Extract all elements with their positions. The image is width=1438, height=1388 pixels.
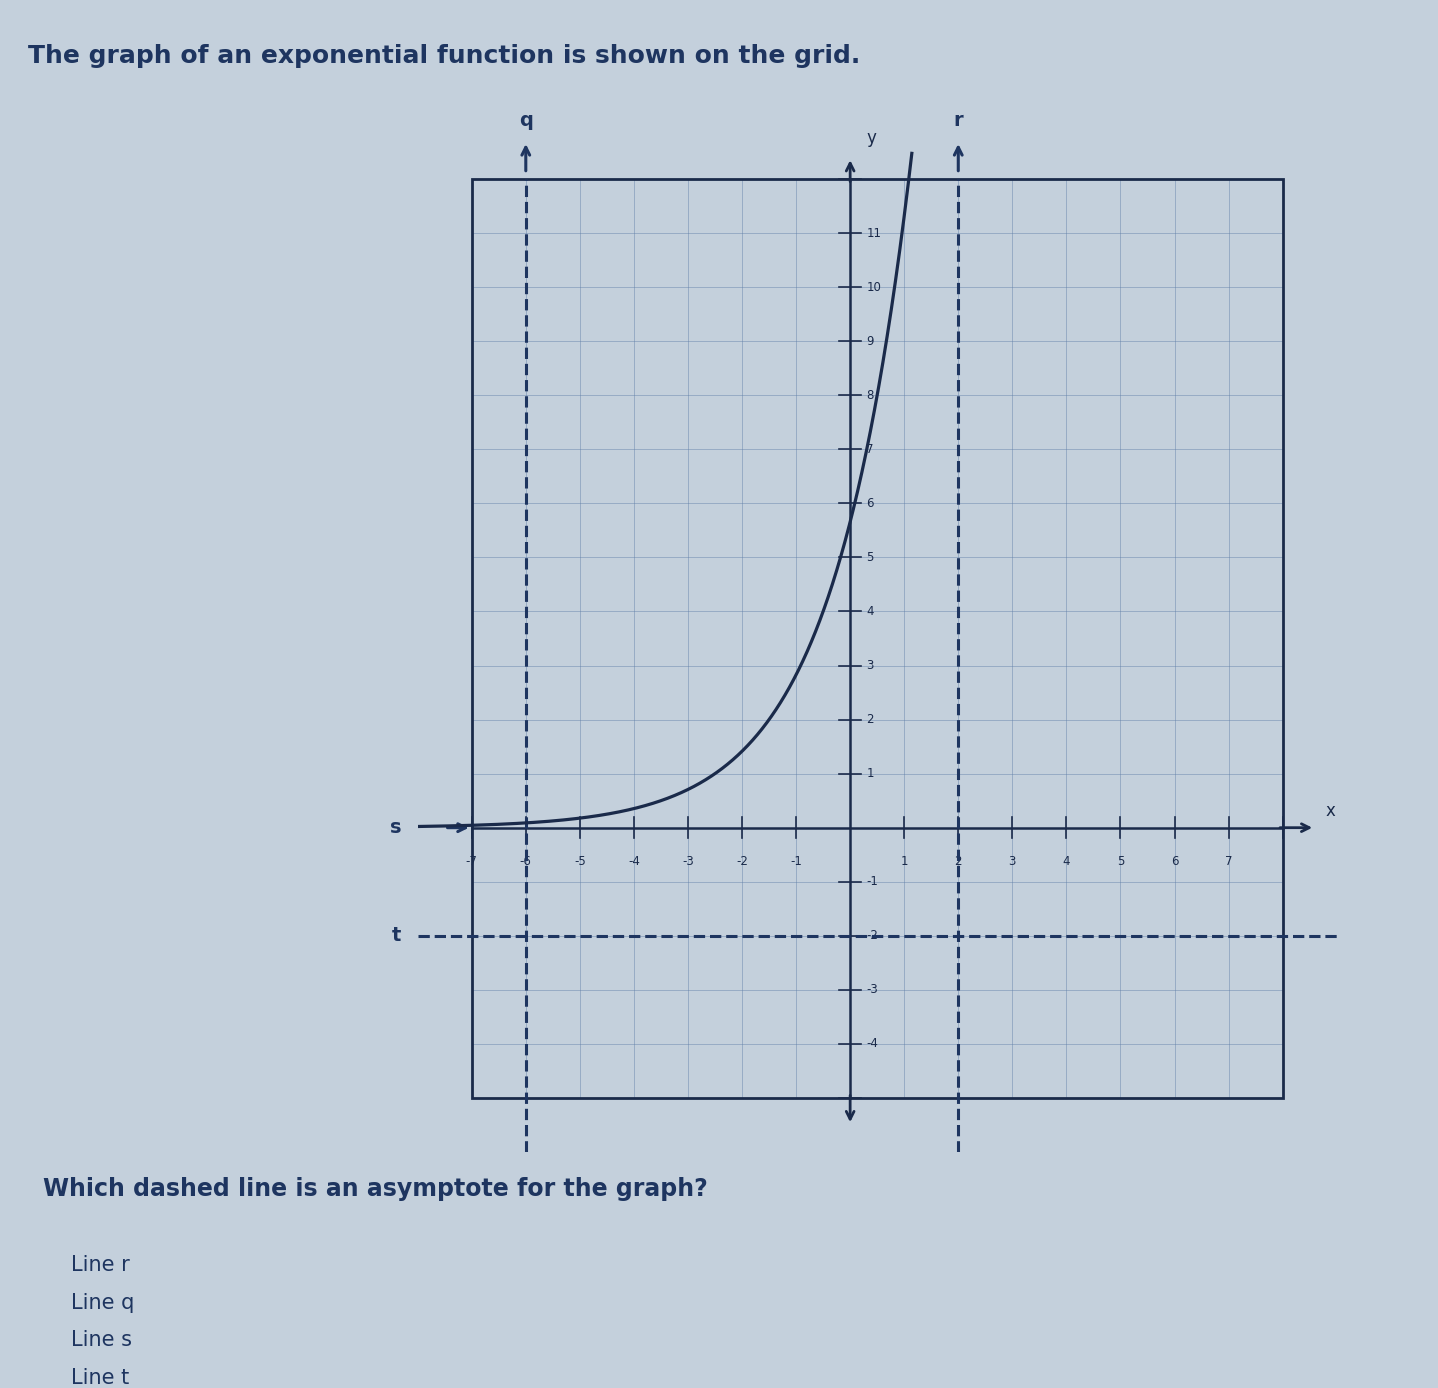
Text: 4: 4 — [1063, 855, 1070, 868]
Text: 5: 5 — [866, 551, 874, 564]
Text: t: t — [393, 926, 401, 945]
Text: 8: 8 — [866, 389, 874, 401]
Text: -4: -4 — [866, 1037, 879, 1051]
Text: 2: 2 — [955, 855, 962, 868]
Text: 1: 1 — [900, 855, 907, 868]
Text: 7: 7 — [1225, 855, 1232, 868]
Text: x: x — [1326, 802, 1336, 820]
Text: 3: 3 — [866, 659, 874, 672]
Text: 3: 3 — [1008, 855, 1017, 868]
Text: The graph of an exponential function is shown on the grid.: The graph of an exponential function is … — [29, 43, 861, 68]
Text: -2: -2 — [736, 855, 748, 868]
Text: -1: -1 — [866, 876, 879, 888]
Text: Line r: Line r — [70, 1255, 129, 1274]
Text: 9: 9 — [866, 335, 874, 347]
Text: -3: -3 — [682, 855, 695, 868]
Text: -2: -2 — [866, 930, 879, 942]
Text: r: r — [953, 111, 963, 130]
Text: 6: 6 — [1171, 855, 1178, 868]
Text: Which dashed line is an asymptote for the graph?: Which dashed line is an asymptote for th… — [43, 1177, 707, 1201]
Text: Line q: Line q — [70, 1292, 134, 1313]
Text: 6: 6 — [866, 497, 874, 509]
Text: 2: 2 — [866, 713, 874, 726]
Text: q: q — [519, 111, 532, 130]
Text: 11: 11 — [866, 226, 881, 240]
Text: -7: -7 — [466, 855, 477, 868]
Bar — [472, 179, 1283, 1098]
Text: 4: 4 — [866, 605, 874, 618]
Text: 7: 7 — [866, 443, 874, 455]
Text: -1: -1 — [789, 855, 802, 868]
Text: Line s: Line s — [70, 1330, 132, 1351]
Text: -3: -3 — [866, 983, 879, 997]
Text: -4: -4 — [628, 855, 640, 868]
Text: s: s — [390, 818, 401, 837]
Text: 10: 10 — [866, 280, 881, 294]
Text: 5: 5 — [1117, 855, 1125, 868]
Text: -5: -5 — [574, 855, 585, 868]
Text: y: y — [866, 129, 876, 147]
Text: Line t: Line t — [70, 1369, 129, 1388]
Text: -6: -6 — [521, 855, 532, 868]
Text: 1: 1 — [866, 768, 874, 780]
